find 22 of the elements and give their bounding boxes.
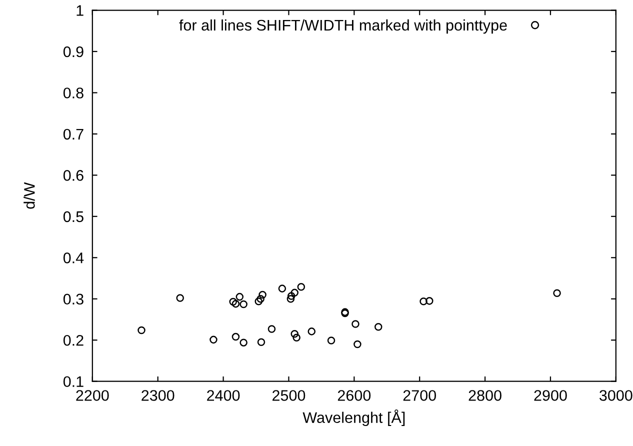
y-tick-label: 0.5 bbox=[63, 211, 84, 222]
x-tick-label: 2300 bbox=[142, 390, 174, 401]
y-tick-label: 0.4 bbox=[63, 252, 84, 264]
x-tick-label: 2600 bbox=[338, 390, 371, 401]
x-tick-label: 3000 bbox=[600, 390, 632, 401]
x-tick-label: 2800 bbox=[468, 390, 502, 401]
x-tick-label: 2700 bbox=[403, 390, 436, 401]
legend-label: for all lines SHIFT/WIDTH marked with pointtype bbox=[179, 19, 507, 34]
y-tick-label: 1 bbox=[76, 5, 84, 16]
x-tick-label: 2400 bbox=[207, 390, 240, 401]
x-tick-label: 2900 bbox=[534, 390, 567, 401]
y-tick-label: 0.6 bbox=[63, 170, 84, 181]
x-tick-label: 2500 bbox=[272, 390, 306, 401]
x-axis-title: Wavelenght [Å] bbox=[302, 409, 405, 426]
y-tick-label: 0.1 bbox=[63, 376, 84, 388]
y-axis-title: d/W bbox=[24, 182, 35, 209]
x-tick-label: 2200 bbox=[76, 390, 109, 401]
y-tick-label: 0.9 bbox=[63, 46, 84, 58]
y-tick-label: 0.7 bbox=[63, 128, 84, 140]
y-tick-label: 0.8 bbox=[63, 88, 84, 98]
y-tick-label: 0.3 bbox=[63, 294, 84, 305]
y-tick-label: 0.2 bbox=[63, 334, 84, 346]
